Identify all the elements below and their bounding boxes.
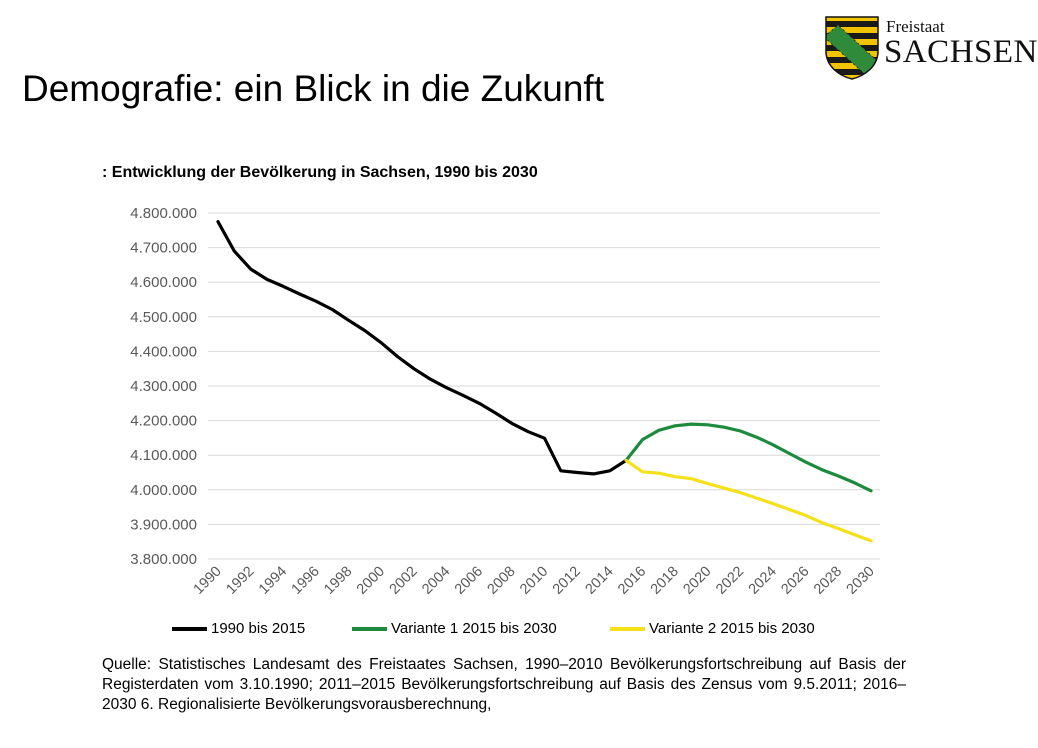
x-tick-label: 2000 [354, 564, 388, 598]
y-tick-label: 4.800.000 [130, 205, 197, 222]
x-tick-label: 2006 [452, 564, 486, 598]
chart-title: : Entwicklung der Bevölkerung in Sachsen… [102, 164, 538, 181]
y-tick-label: 4.400.000 [130, 343, 197, 360]
x-tick-label: 2018 [648, 564, 682, 598]
x-tick-label: 2020 [680, 564, 714, 598]
legend-swatch-black [172, 626, 207, 631]
legend-label: Variante 2 2015 bis 2030 [649, 620, 815, 637]
x-tick-label: 2022 [713, 564, 747, 598]
logo-text-freistaat: Freistaat [886, 17, 945, 36]
legend-item-1990-2015: 1990 bis 2015 [172, 620, 305, 637]
y-tick-label: 4.700.000 [130, 240, 197, 257]
logo-text-sachsen: SACHSEN [884, 34, 1038, 70]
x-tick-label: 2014 [582, 564, 616, 598]
x-tick-label: 2012 [550, 564, 584, 598]
y-tick-label: 4.100.000 [130, 447, 197, 464]
y-tick-label: 3.900.000 [130, 516, 197, 533]
series-line-variante-1 [624, 422, 873, 493]
x-tick-label: 1990 [191, 564, 225, 598]
x-tick-label: 2026 [778, 564, 812, 598]
series-line-variante-2 [624, 458, 873, 543]
x-tick-label: 1992 [223, 564, 257, 598]
legend-label: 1990 bis 2015 [211, 620, 306, 637]
legend-item-variante-2: Variante 2 2015 bis 2030 [610, 620, 815, 637]
x-tick-label: 2008 [485, 564, 519, 598]
chart-legend: 1990 bis 2015 Variante 1 2015 bis 2030 V… [172, 620, 872, 642]
legend-label: Variante 1 2015 bis 2030 [391, 620, 557, 637]
y-tick-label: 4.600.000 [130, 274, 197, 291]
y-tick-label: 4.300.000 [130, 378, 197, 395]
y-tick-label: 3.800.000 [130, 551, 197, 568]
x-tick-label: 2024 [746, 564, 780, 598]
legend-item-variante-1: Variante 1 2015 bis 2030 [352, 620, 557, 637]
saxony-coat-of-arms-icon [825, 16, 879, 80]
x-tick-label: 2002 [387, 564, 421, 598]
x-tick-label: 1998 [321, 564, 355, 598]
y-tick-label: 4.000.000 [130, 482, 197, 499]
freistaat-sachsen-logo: Freistaat SACHSEN [824, 15, 1037, 81]
x-tick-label: 2010 [517, 564, 551, 598]
page-title: Demografie: ein Blick in die Zukunft [22, 68, 604, 109]
series-line-1990-2015 [216, 220, 628, 476]
y-tick-label: 4.500.000 [130, 309, 197, 326]
x-tick-label: 2028 [811, 564, 845, 598]
legend-swatch-yellow [610, 626, 645, 631]
x-tick-label: 2030 [844, 564, 878, 598]
x-tick-label: 1994 [256, 564, 290, 598]
source-note: Quelle: Statistisches Landesamt des Frei… [102, 656, 906, 713]
x-tick-label: 1996 [289, 564, 323, 598]
x-tick-label: 2016 [615, 564, 649, 598]
x-tick-label: 2004 [419, 564, 453, 598]
legend-swatch-green [352, 626, 387, 631]
y-tick-label: 4.200.000 [130, 413, 197, 430]
